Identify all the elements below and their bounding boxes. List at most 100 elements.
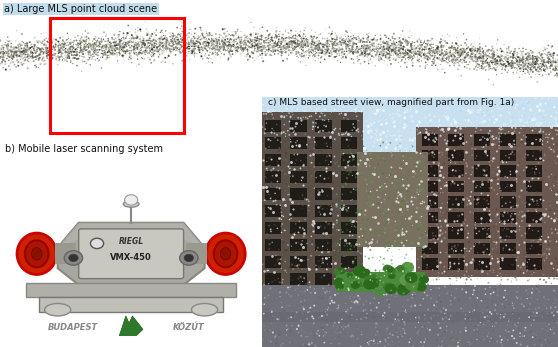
- Point: [401, 260, 410, 265]
- Point: [268, 126, 277, 131]
- Point: [470, 48, 479, 53]
- Point: [534, 203, 543, 208]
- Point: [422, 101, 431, 107]
- Bar: [290, 255, 307, 268]
- Point: [447, 267, 456, 273]
- Point: [436, 238, 445, 244]
- Point: [424, 281, 432, 287]
- Point: [530, 270, 538, 276]
- Point: [406, 107, 415, 112]
- Point: [368, 197, 377, 202]
- Point: [320, 35, 329, 41]
- Point: [12, 53, 21, 58]
- Point: [153, 48, 162, 53]
- Point: [426, 38, 435, 44]
- Point: [169, 34, 178, 40]
- Point: [143, 32, 152, 38]
- Point: [545, 56, 554, 62]
- Point: [489, 82, 498, 88]
- Point: [120, 48, 129, 54]
- Point: [381, 33, 389, 38]
- Point: [260, 188, 269, 194]
- Point: [489, 270, 498, 275]
- Point: [526, 53, 535, 58]
- Point: [451, 49, 460, 55]
- Point: [416, 303, 425, 308]
- Point: [77, 54, 86, 59]
- Point: [136, 27, 145, 32]
- Point: [488, 298, 497, 304]
- Point: [337, 138, 346, 144]
- Point: [485, 211, 494, 217]
- Point: [408, 292, 417, 297]
- Point: [374, 310, 383, 315]
- Point: [368, 134, 377, 140]
- Point: [172, 40, 181, 45]
- Point: [276, 45, 285, 51]
- Point: [185, 51, 194, 56]
- Point: [495, 145, 504, 151]
- Point: [357, 133, 366, 138]
- Point: [358, 38, 367, 44]
- Point: [364, 31, 373, 36]
- Point: [313, 47, 322, 53]
- Point: [93, 56, 102, 61]
- Point: [527, 60, 536, 65]
- Point: [453, 231, 462, 236]
- Point: [552, 142, 558, 147]
- Point: [320, 42, 329, 48]
- Bar: [526, 227, 542, 239]
- Point: [495, 48, 504, 53]
- Point: [15, 53, 23, 59]
- Point: [538, 314, 547, 320]
- Point: [330, 136, 339, 142]
- Point: [437, 47, 446, 53]
- Point: [466, 56, 475, 61]
- Point: [270, 44, 279, 50]
- Bar: [340, 171, 357, 183]
- Point: [307, 234, 316, 239]
- Point: [117, 37, 126, 43]
- Point: [266, 174, 275, 179]
- Point: [1, 52, 10, 58]
- Point: [522, 60, 531, 66]
- Point: [157, 34, 166, 39]
- Point: [15, 48, 23, 53]
- Point: [3, 49, 12, 54]
- Point: [380, 230, 389, 236]
- Point: [104, 49, 113, 54]
- Point: [23, 40, 32, 46]
- Point: [344, 325, 353, 330]
- Point: [496, 55, 505, 61]
- Point: [532, 288, 541, 293]
- Point: [385, 131, 394, 137]
- Point: [253, 34, 262, 39]
- Point: [523, 59, 532, 65]
- Point: [441, 40, 450, 45]
- Point: [341, 98, 350, 103]
- Point: [183, 31, 192, 37]
- Point: [157, 34, 166, 40]
- Point: [287, 266, 296, 272]
- Point: [243, 33, 252, 39]
- Point: [415, 50, 424, 56]
- Point: [119, 42, 128, 48]
- Point: [511, 46, 520, 52]
- Point: [448, 59, 457, 65]
- Point: [219, 42, 228, 48]
- Point: [515, 227, 524, 232]
- Point: [473, 61, 482, 67]
- Point: [404, 194, 413, 200]
- Point: [98, 54, 107, 60]
- Point: [479, 58, 488, 64]
- Point: [161, 43, 170, 48]
- Point: [336, 205, 345, 211]
- Point: [402, 50, 411, 56]
- Point: [275, 265, 284, 271]
- Point: [415, 42, 424, 48]
- Point: [303, 40, 312, 45]
- Point: [0, 52, 8, 58]
- Point: [361, 52, 370, 58]
- Point: [323, 51, 332, 56]
- Point: [0, 61, 5, 66]
